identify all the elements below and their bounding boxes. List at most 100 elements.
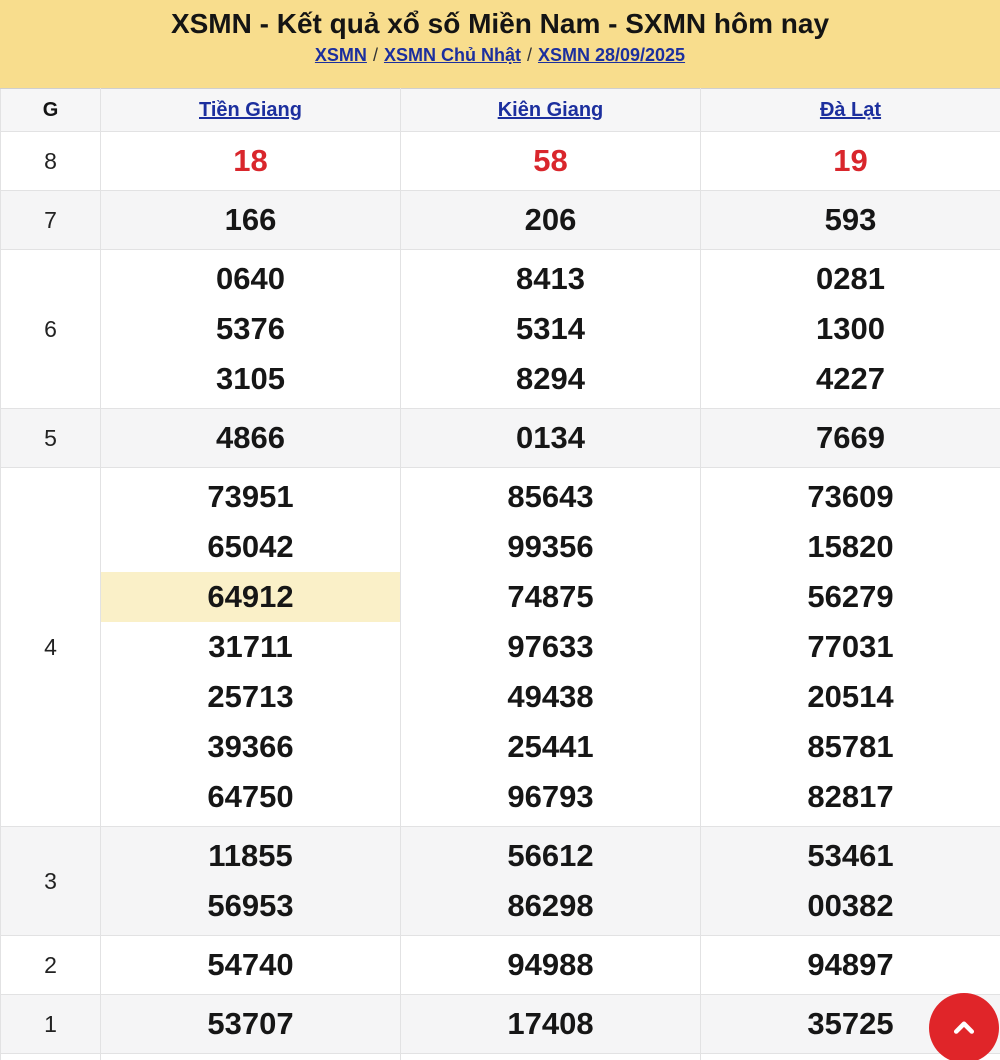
prize-number: 64750 — [207, 779, 294, 814]
prize-number: 82817 — [807, 779, 894, 814]
breadcrumb-link-xsmn[interactable]: XSMN — [314, 45, 367, 65]
prize-number: 56953 — [207, 888, 294, 923]
prize-cell: 0281 1300 4227 — [700, 249, 1000, 409]
prize-cell: 54740 — [100, 935, 401, 995]
column-header-kien-giang: Kiên Giang — [400, 88, 701, 132]
prize-number: 31711 — [208, 629, 293, 664]
prize-group-label: 7 — [0, 190, 101, 250]
prize-group-label: 8 — [0, 131, 101, 191]
prize-row-5: 5 4866 0134 7669 — [0, 408, 1000, 468]
prize-cell: 206 — [400, 190, 701, 250]
prize-number: 49438 — [507, 679, 594, 714]
province-link-da-lat[interactable]: Đà Lạt — [819, 98, 882, 121]
province-link-kien-giang[interactable]: Kiên Giang — [497, 98, 604, 121]
breadcrumb-link-xsmn-date[interactable]: XSMN 28/09/2025 — [537, 45, 686, 65]
chevron-up-icon — [947, 1011, 981, 1045]
prize-number: 39366 — [207, 729, 294, 764]
prize-cell: 0640 5376 3105 — [100, 249, 401, 409]
prize-number: 54740 — [207, 947, 294, 982]
prize-number: 20514 — [807, 679, 894, 714]
prize-cell: 166 — [100, 190, 401, 250]
prize-number: 5314 — [516, 311, 585, 346]
breadcrumb: XSMN / XSMN Chủ Nhật / XSMN 28/09/2025 — [0, 45, 1000, 66]
prize-cell: 94988 — [400, 935, 701, 995]
column-header-da-lat: Đà Lạt — [700, 88, 1000, 132]
prize-cell: 73609 15820 56279 77031 20514 85781 82817 — [700, 467, 1000, 827]
prize-number: 65042 — [207, 529, 294, 564]
prize-number: 85781 — [807, 729, 894, 764]
page-header: XSMN - Kết quả xổ số Miền Nam - SXMN hôm… — [0, 0, 1000, 88]
prize-number: 19 — [833, 143, 868, 178]
prize-number: 53707 — [207, 1006, 294, 1041]
prize-cell: 94897 — [700, 935, 1000, 995]
prize-cell: 0134 — [400, 408, 701, 468]
prize-number: 94897 — [807, 947, 894, 982]
prize-number: 97633 — [507, 629, 594, 664]
page-title: XSMN - Kết quả xổ số Miền Nam - SXMN hôm… — [170, 8, 830, 39]
prize-number: 86298 — [507, 888, 594, 923]
prize-number: 94988 — [507, 947, 594, 982]
prize-cell: 85643 99356 74875 97633 49438 25441 96793 — [400, 467, 701, 827]
results-tbody: 8 18 58 19 7 166 206 593 6 0640 5376 3105 8413 5314 82… — [0, 131, 1000, 1060]
prize-number: 73609 — [807, 479, 894, 514]
prize-cell: 18 — [100, 131, 401, 191]
partial-cell — [0, 1053, 101, 1060]
prize-row-3: 3 11855 56953 56612 86298 53461 00382 — [0, 826, 1000, 936]
g-column-header: G — [0, 88, 101, 132]
prize-number: 3105 — [216, 361, 285, 396]
prize-number: 18 — [233, 143, 268, 178]
prize-group-label: 1 — [0, 994, 101, 1054]
prize-number: 53461 — [807, 838, 894, 873]
prize-number: 0281 — [816, 261, 885, 296]
partial-cell — [400, 1053, 701, 1060]
breadcrumb-separator: / — [526, 45, 532, 65]
prize-number: 206 — [524, 202, 577, 237]
breadcrumb-link-xsmn-chu-nhat[interactable]: XSMN Chủ Nhật — [383, 45, 521, 65]
partial-cell — [100, 1053, 401, 1060]
prize-number: 58 — [533, 143, 568, 178]
province-link-tien-giang[interactable]: Tiền Giang — [199, 98, 302, 121]
prize-number: 7669 — [816, 420, 885, 455]
prize-number: 77031 — [807, 629, 894, 664]
prize-number: 25441 — [507, 729, 594, 764]
column-header-tien-giang: Tiền Giang — [100, 88, 401, 132]
prize-group-label: 6 — [0, 249, 101, 409]
prize-number: 4866 — [216, 420, 285, 455]
prize-number: 166 — [224, 202, 277, 237]
prize-cell: 4866 — [100, 408, 401, 468]
prize-group-label: 4 — [0, 467, 101, 827]
prize-number: 00382 — [807, 888, 894, 923]
prize-number: 0134 — [516, 420, 585, 455]
prize-row-7: 7 166 206 593 — [0, 190, 1000, 250]
prize-number: 593 — [824, 202, 877, 237]
prize-cell: 11855 56953 — [100, 826, 401, 936]
prize-cell: 17408 — [400, 994, 701, 1054]
prize-number: 96793 — [507, 779, 594, 814]
prize-number: 15820 — [807, 529, 894, 564]
prize-number: 56612 — [507, 838, 594, 873]
prize-number: 56279 — [807, 579, 894, 614]
prize-row-2: 2 54740 94988 94897 — [0, 935, 1000, 995]
prize-row-6: 6 0640 5376 3105 8413 5314 8294 0281 1300 4227 — [0, 249, 1000, 409]
prize-cell: 8413 5314 8294 — [400, 249, 701, 409]
partial-next-row — [0, 1053, 1000, 1060]
prize-number: 25713 — [207, 679, 294, 714]
prize-number: 8294 — [516, 361, 585, 396]
prize-cell: 19 — [700, 131, 1000, 191]
prize-number: 35725 — [807, 1006, 894, 1041]
prize-cell: 73951 65042 64912 31711 25713 39366 64750 — [100, 467, 401, 827]
prize-cell: 593 — [700, 190, 1000, 250]
prize-number-highlighted: 64912 — [101, 572, 400, 622]
prize-number: 4227 — [816, 361, 885, 396]
prize-number: 11855 — [208, 838, 293, 873]
prize-row-1: 1 53707 17408 35725 — [0, 994, 1000, 1054]
prize-number: 17408 — [507, 1006, 594, 1041]
prize-cell: 58 — [400, 131, 701, 191]
prize-number: 73951 — [207, 479, 294, 514]
scroll-to-top-button[interactable] — [929, 993, 999, 1060]
prize-number: 5376 — [216, 311, 285, 346]
prize-number: 8413 — [516, 261, 585, 296]
prize-number: 0640 — [216, 261, 285, 296]
prize-cell: 7669 — [700, 408, 1000, 468]
prize-cell: 53461 00382 — [700, 826, 1000, 936]
